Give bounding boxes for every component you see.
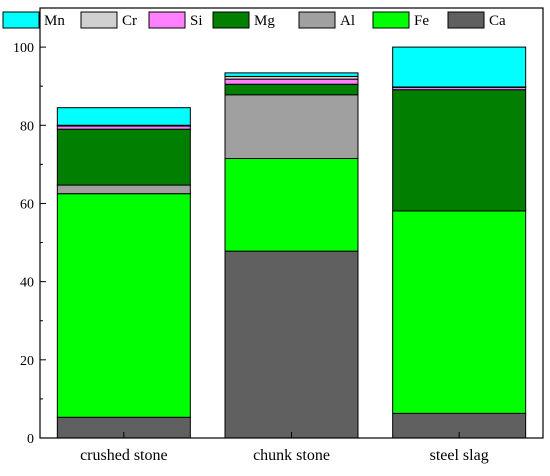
bars-group xyxy=(57,47,525,438)
y-tick-label: 100 xyxy=(13,41,34,56)
bar-segment-fe-2 xyxy=(225,159,358,252)
y-tick-label: 40 xyxy=(20,276,34,291)
legend-item-si: Si xyxy=(149,12,203,29)
bar-segment-mn-3 xyxy=(393,47,526,87)
legend-swatch xyxy=(448,12,484,28)
legend-item-mn: Mn xyxy=(3,12,65,29)
legend-label: Si xyxy=(190,13,203,29)
x-tick-label: steel slag xyxy=(430,447,489,464)
bar-segment-mn-1 xyxy=(57,108,190,126)
legend-item-al: Al xyxy=(299,12,355,29)
x-tick-label: crushed stone xyxy=(80,447,168,464)
bar-segment-mg-3 xyxy=(393,90,526,211)
legend-item-fe: Fe xyxy=(373,12,429,29)
legend-label: Mg xyxy=(254,13,275,29)
y-tick-label: 60 xyxy=(20,197,34,212)
legend-swatch xyxy=(373,12,409,28)
bar-segment-al-1 xyxy=(57,185,190,194)
y-tick-label: 20 xyxy=(20,354,34,369)
bar-segment-mg-2 xyxy=(225,84,358,95)
legend-swatch xyxy=(299,12,335,28)
bar-segment-al-2 xyxy=(225,95,358,159)
bar-segment-fe-1 xyxy=(57,194,190,418)
y-tick-label: 0 xyxy=(27,432,34,447)
legend-item-mg: Mg xyxy=(213,12,275,29)
bar-segment-si-2 xyxy=(225,79,358,84)
x-tick-label: chunk stone xyxy=(253,447,330,464)
y-tick-label: 80 xyxy=(20,119,34,134)
legend-label: Ca xyxy=(489,13,506,29)
legend-item-ca: Ca xyxy=(448,12,506,29)
bar-segment-mg-1 xyxy=(57,129,190,185)
bar-segment-fe-3 xyxy=(393,211,526,413)
legend-swatch xyxy=(81,12,117,28)
bar-segment-ca-2 xyxy=(225,251,358,438)
legend-swatch xyxy=(149,12,185,28)
legend-swatch xyxy=(3,12,39,28)
bar-segment-mn-2 xyxy=(225,73,358,77)
legend-label: Mn xyxy=(44,13,65,29)
legend-swatch xyxy=(213,12,249,28)
legend: Mn Cr Si Mg Al Fe Ca xyxy=(3,12,506,29)
legend-label: Fe xyxy=(414,13,429,29)
legend-label: Al xyxy=(340,13,355,29)
legend-label: Cr xyxy=(122,13,137,29)
legend-item-cr: Cr xyxy=(81,12,137,29)
